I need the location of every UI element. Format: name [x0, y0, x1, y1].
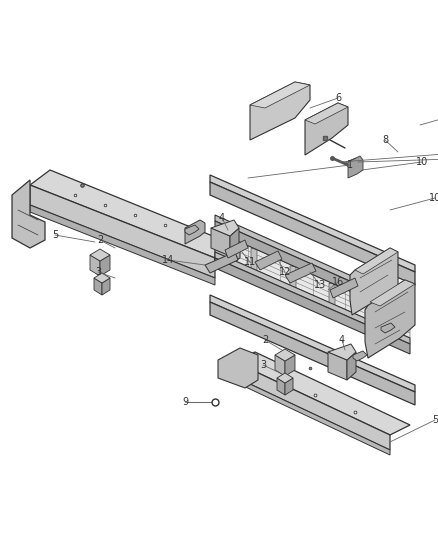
Polygon shape — [94, 273, 110, 283]
Polygon shape — [330, 278, 358, 298]
Polygon shape — [346, 158, 360, 168]
Text: 13: 13 — [314, 280, 326, 290]
Text: 10: 10 — [429, 193, 438, 203]
Polygon shape — [285, 378, 293, 395]
Polygon shape — [277, 378, 285, 395]
Polygon shape — [250, 82, 310, 140]
Polygon shape — [90, 249, 110, 261]
Polygon shape — [100, 255, 110, 276]
Polygon shape — [355, 248, 398, 274]
Polygon shape — [215, 221, 410, 318]
Text: 12: 12 — [279, 267, 291, 277]
Text: 5: 5 — [432, 415, 438, 425]
Polygon shape — [255, 251, 282, 270]
Polygon shape — [185, 225, 199, 235]
Polygon shape — [285, 355, 295, 376]
Polygon shape — [30, 170, 235, 258]
Polygon shape — [329, 283, 335, 305]
Polygon shape — [347, 352, 356, 380]
Polygon shape — [210, 295, 415, 392]
Text: 4: 4 — [219, 213, 225, 223]
Polygon shape — [328, 344, 356, 360]
Text: 3: 3 — [260, 360, 266, 370]
Text: 3: 3 — [95, 267, 101, 277]
Polygon shape — [305, 103, 348, 124]
Polygon shape — [275, 349, 295, 361]
Polygon shape — [215, 231, 410, 338]
Text: 10: 10 — [416, 157, 428, 167]
Polygon shape — [290, 266, 296, 288]
Polygon shape — [215, 232, 240, 265]
Polygon shape — [370, 280, 415, 306]
Polygon shape — [30, 185, 215, 278]
Polygon shape — [348, 156, 363, 178]
Polygon shape — [235, 377, 390, 455]
Polygon shape — [225, 240, 248, 258]
Polygon shape — [275, 355, 285, 376]
Polygon shape — [365, 280, 415, 358]
Polygon shape — [12, 180, 45, 248]
Text: 6: 6 — [335, 93, 341, 103]
Text: 11: 11 — [244, 257, 256, 267]
Text: 9: 9 — [182, 397, 188, 407]
Polygon shape — [305, 103, 348, 155]
Text: 2: 2 — [262, 335, 268, 345]
Text: 14: 14 — [162, 255, 174, 265]
Polygon shape — [210, 302, 415, 405]
Polygon shape — [210, 182, 415, 285]
Polygon shape — [211, 228, 230, 256]
Polygon shape — [218, 348, 258, 388]
Polygon shape — [205, 252, 238, 273]
Text: 16: 16 — [332, 277, 344, 287]
Polygon shape — [230, 228, 239, 256]
Polygon shape — [215, 252, 410, 344]
Polygon shape — [215, 258, 410, 354]
Polygon shape — [215, 215, 410, 308]
Polygon shape — [185, 220, 205, 244]
Polygon shape — [102, 278, 110, 295]
Polygon shape — [251, 248, 257, 270]
Polygon shape — [235, 352, 410, 435]
Text: 4: 4 — [339, 335, 345, 345]
Polygon shape — [350, 248, 398, 315]
Polygon shape — [285, 263, 316, 283]
Polygon shape — [211, 220, 239, 236]
Polygon shape — [277, 373, 293, 383]
Text: 2: 2 — [97, 235, 103, 245]
Polygon shape — [250, 82, 310, 108]
Text: 1: 1 — [347, 160, 353, 170]
Polygon shape — [90, 255, 100, 276]
Polygon shape — [353, 351, 367, 361]
Text: 5: 5 — [52, 230, 58, 240]
Polygon shape — [210, 175, 415, 272]
Polygon shape — [368, 301, 374, 322]
Polygon shape — [94, 278, 102, 295]
Polygon shape — [328, 352, 347, 380]
Polygon shape — [381, 323, 395, 333]
Polygon shape — [235, 362, 390, 450]
Polygon shape — [30, 205, 215, 285]
Text: 8: 8 — [382, 135, 388, 145]
